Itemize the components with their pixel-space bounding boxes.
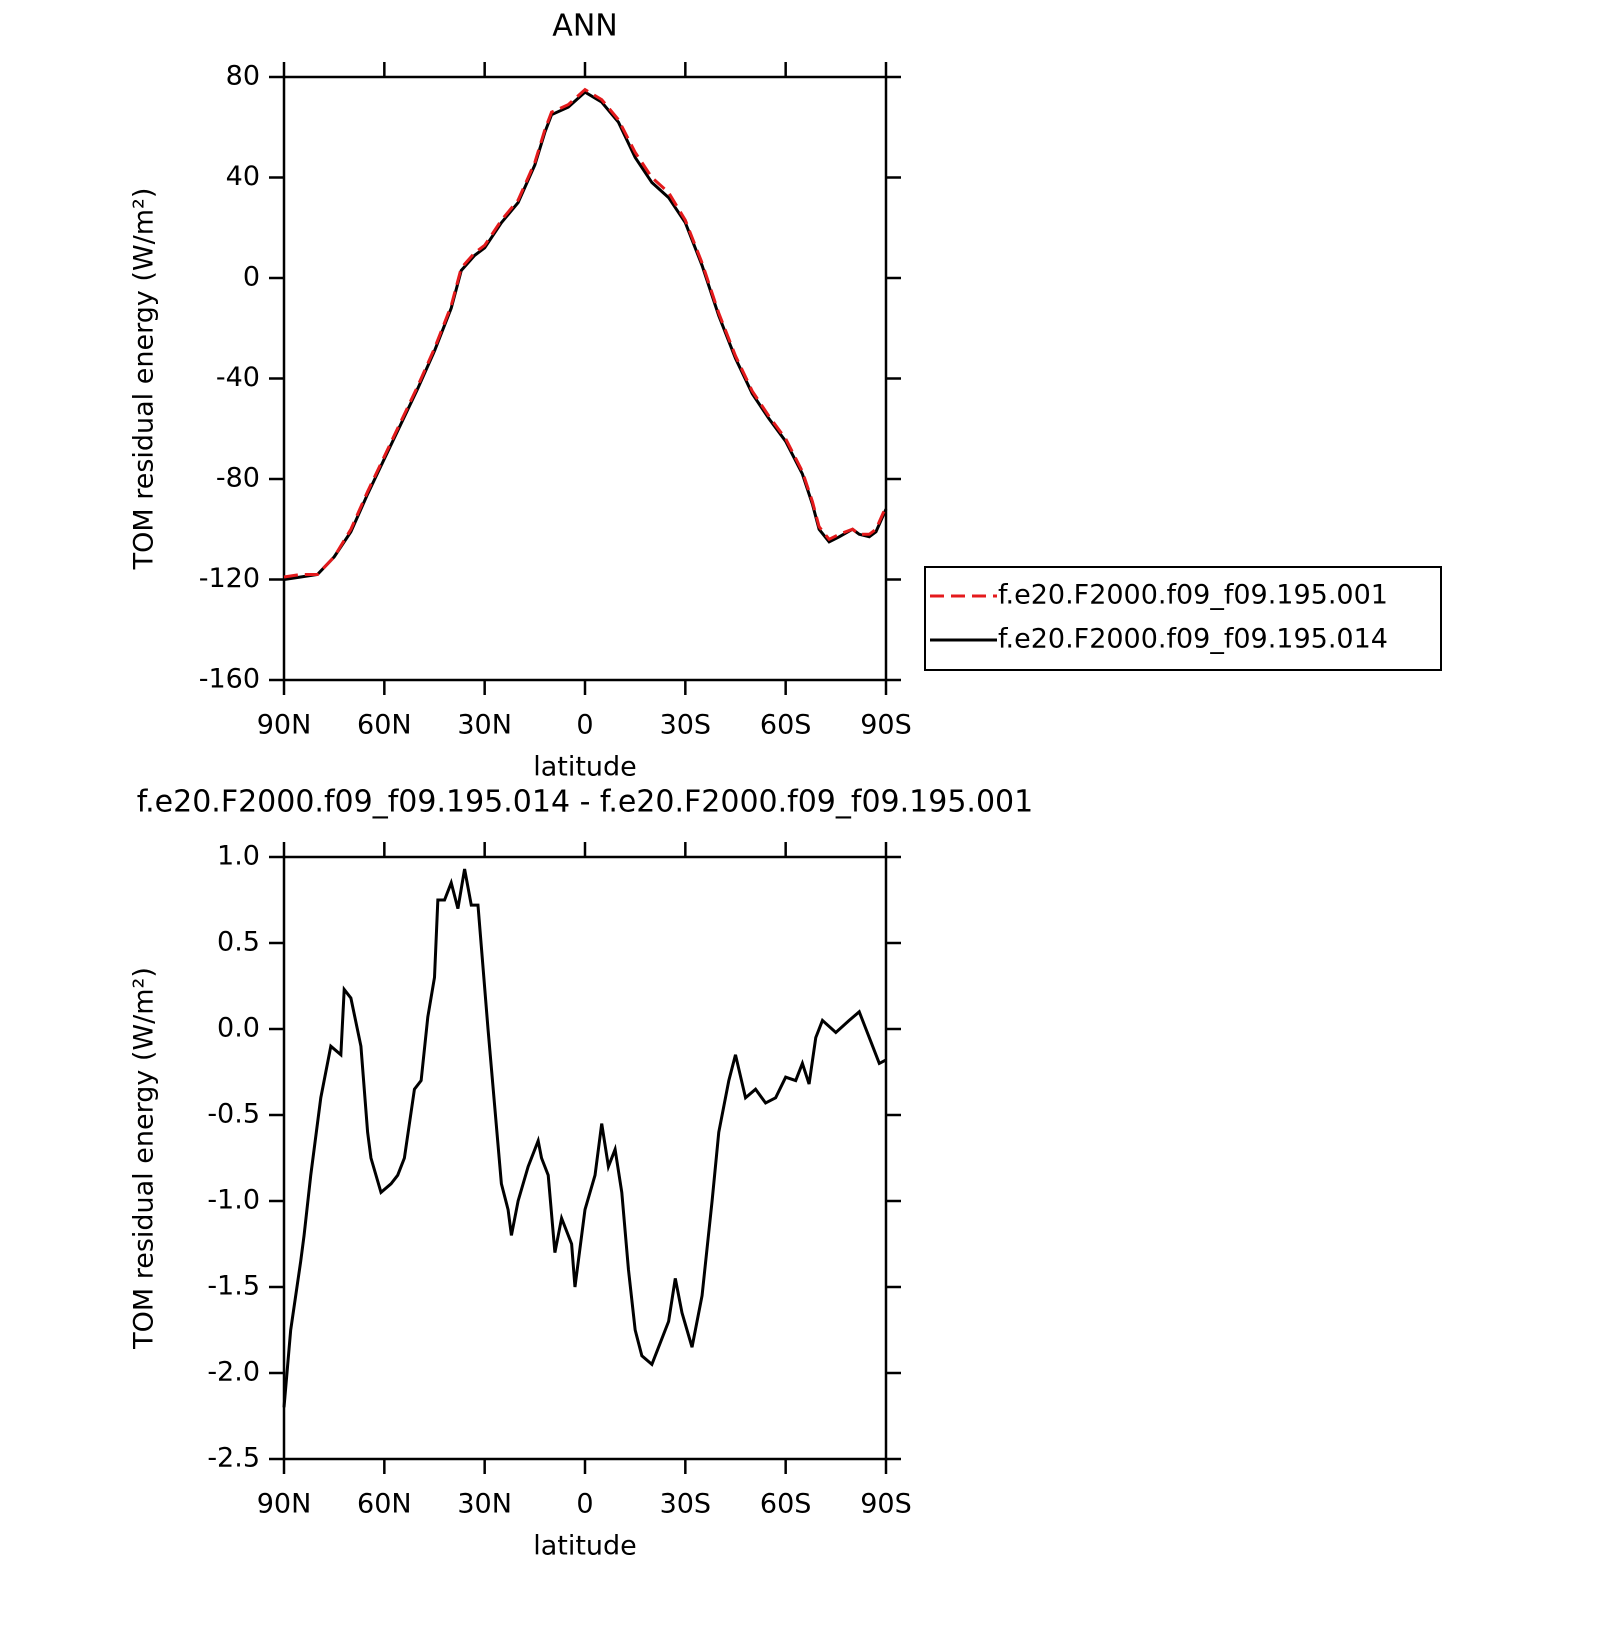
y-tick-label: -0.5 <box>207 1099 260 1130</box>
y-tick-label: 1.0 <box>217 841 260 872</box>
data-line <box>282 868 887 1408</box>
x-tick-label: 0 <box>576 710 593 741</box>
chart-title: f.e20.F2000.f09_f09.195.014 - f.e20.F200… <box>137 785 1033 820</box>
x-tick-label: 90S <box>860 710 912 741</box>
legend-label: f.e20.F2000.f09_f09.195.014 <box>998 624 1388 655</box>
plot-frame <box>282 855 888 1461</box>
plot-frame <box>282 75 888 682</box>
chart-title: ANN <box>552 9 617 44</box>
x-tick-label: 30S <box>660 710 712 741</box>
y-tick-label: -80 <box>216 463 260 494</box>
data-line <box>283 87 888 579</box>
y-tick-label: -1.5 <box>207 1271 260 1302</box>
y-tick-label: -40 <box>216 362 260 393</box>
x-tick-label: 60N <box>357 1489 412 1520</box>
y-tick-label: 40 <box>226 161 260 192</box>
x-tick-label: 30S <box>660 1489 712 1520</box>
y-tick-label: -120 <box>199 563 260 594</box>
legend-box <box>924 566 1442 671</box>
x-tick-label: 0 <box>576 1489 593 1520</box>
y-tick-label: -160 <box>199 664 260 695</box>
y-axis-label: TOM residual energy (W/m²) <box>129 967 160 1350</box>
y-tick-label: 0 <box>243 262 260 293</box>
x-tick-label: 60S <box>760 710 812 741</box>
x-axis-label: latitude <box>533 752 637 783</box>
y-tick-label: 80 <box>226 61 260 92</box>
x-tick-label: 90N <box>257 710 312 741</box>
x-tick-label: 30N <box>457 710 512 741</box>
y-tick-label: -1.0 <box>207 1185 260 1216</box>
legend-label: f.e20.F2000.f09_f09.195.001 <box>998 580 1388 611</box>
y-tick-label: -2.0 <box>207 1357 260 1388</box>
x-tick-label: 60N <box>357 710 412 741</box>
y-tick-label: 0.5 <box>217 927 260 958</box>
y-tick-label: 0.0 <box>217 1013 260 1044</box>
y-axis-label: TOM residual energy (W/m²) <box>129 188 160 571</box>
data-line <box>283 90 888 581</box>
x-tick-label: 60S <box>760 1489 812 1520</box>
y-tick-label: -2.5 <box>207 1443 260 1474</box>
x-axis-label: latitude <box>533 1531 637 1562</box>
x-tick-label: 90S <box>860 1489 912 1520</box>
x-tick-label: 90N <box>257 1489 312 1520</box>
x-tick-label: 30N <box>457 1489 512 1520</box>
